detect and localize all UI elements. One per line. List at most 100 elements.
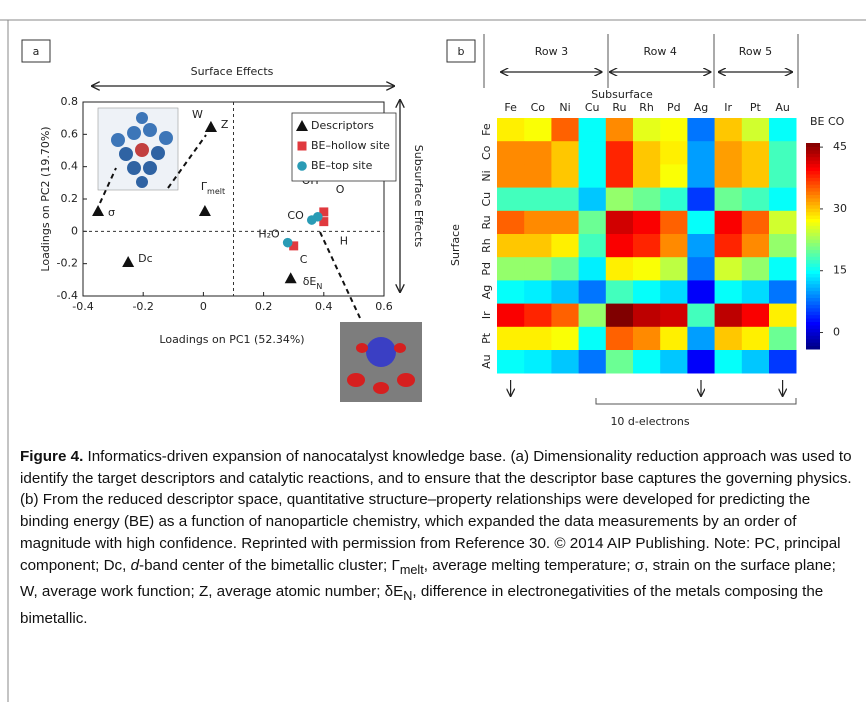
data-point — [205, 121, 217, 132]
heatmap-cell — [687, 280, 715, 304]
heatmap-cell — [551, 304, 579, 328]
colorbar-segment — [806, 225, 820, 229]
heatmap-cell — [742, 188, 770, 212]
heatmap-cell — [633, 211, 661, 235]
figure-page: aSurface EffectsSubsurface Effects-0.4-0… — [0, 0, 866, 702]
heatmap-cell — [497, 234, 525, 258]
column-label: Au — [775, 101, 790, 114]
group-label: Row 4 — [644, 45, 677, 58]
data-point — [92, 205, 104, 216]
heatmap-cell — [687, 234, 715, 258]
y-tick-label: 0.4 — [61, 160, 79, 173]
legend-marker — [298, 142, 307, 151]
heatmap-cell — [524, 304, 552, 328]
heatmap-cell — [579, 188, 607, 212]
colorbar-segment — [806, 246, 820, 250]
colorbar-segment — [806, 222, 820, 226]
data-point — [199, 205, 211, 216]
point-label-text: CO — [287, 209, 304, 222]
colorbar-segment — [806, 150, 820, 154]
heatmap-cell — [551, 141, 579, 165]
heatmap-cell — [687, 327, 715, 351]
heatmap-cell — [633, 327, 661, 351]
colorbar-tick-label: 0 — [833, 326, 840, 339]
row-label: Co — [480, 145, 493, 160]
y-tick-label: 0.6 — [61, 127, 79, 140]
heatmap-cell — [715, 141, 743, 165]
heatmap-cell — [606, 234, 634, 258]
point-label-text: H — [340, 235, 348, 248]
heatmap-cell — [606, 164, 634, 188]
point-label-text: δE — [303, 275, 317, 288]
heatmap-cell — [497, 211, 525, 235]
colorbar-segment — [806, 339, 820, 343]
column-label: Ag — [694, 101, 709, 114]
caption-text: Informatics-driven expansion of nanocata… — [20, 448, 852, 574]
colorbar-segment — [806, 277, 820, 281]
heatmap-cell — [769, 118, 797, 142]
heatmap-cell — [769, 257, 797, 281]
heatmap-cell — [769, 188, 797, 212]
colorbar-segment — [806, 236, 820, 240]
heatmap-cell — [660, 257, 688, 281]
colorbar-segment — [806, 311, 820, 315]
heatmap-cell — [633, 304, 661, 328]
heatmap-cell — [497, 327, 525, 351]
heatmap-cell — [742, 234, 770, 258]
heatmap-cell — [715, 304, 743, 328]
heatmap-cell — [715, 257, 743, 281]
heatmap-cell — [715, 327, 743, 351]
heatmap-cell — [633, 234, 661, 258]
heatmap-cell — [579, 257, 607, 281]
colorbar-segment — [806, 318, 820, 322]
heatmap-cell — [687, 188, 715, 212]
point-label: Z — [221, 118, 229, 131]
colorbar-segment — [806, 212, 820, 216]
legend-label: BE–top site — [311, 159, 373, 172]
colorbar-segment — [806, 143, 820, 147]
point-label: CO — [287, 209, 304, 222]
column-label: Pd — [667, 101, 681, 114]
caption-italic: d — [131, 557, 139, 574]
heatmap-cell — [524, 350, 552, 374]
heatmap-cell — [497, 141, 525, 165]
column-label: Cu — [585, 101, 600, 114]
heatmap-cell — [606, 280, 634, 304]
heatmap-cell — [633, 188, 661, 212]
y-tick-label: -0.2 — [57, 257, 78, 270]
heatmap-cell — [497, 164, 525, 188]
heatmap-cell — [769, 211, 797, 235]
heatmap-cell — [579, 304, 607, 328]
heatmap-cell — [579, 350, 607, 374]
colorbar-segment — [806, 253, 820, 257]
heatmap-cell — [524, 118, 552, 142]
colorbar-tick-label: 45 — [833, 140, 847, 153]
x-tick-label: 0 — [200, 300, 207, 313]
heatmap-cell — [742, 141, 770, 165]
colorbar-segment — [806, 208, 820, 212]
y-tick-label: 0.2 — [61, 192, 79, 205]
colorbar-segment — [806, 298, 820, 302]
colorbar-segment — [806, 195, 820, 199]
heatmap-cell — [687, 304, 715, 328]
colorbar-segment — [806, 201, 820, 205]
colorbar-segment — [806, 301, 820, 305]
heatmap-cell — [551, 118, 579, 142]
column-label: Fe — [504, 101, 517, 114]
point-label-text: H₂O — [258, 228, 280, 241]
row-label: Fe — [480, 123, 493, 136]
colorbar-tick-label: 30 — [833, 202, 847, 215]
point-label-text: W — [192, 108, 203, 121]
colorbar-segment — [806, 284, 820, 288]
caption-label: Figure 4. — [20, 448, 83, 465]
heatmap-cell — [687, 118, 715, 142]
footnote: 10 d-electrons — [610, 415, 689, 428]
row-label: Ni — [480, 170, 493, 181]
row-label: Au — [480, 354, 493, 369]
heatmap-cell — [660, 304, 688, 328]
x-tick-label: -0.2 — [132, 300, 153, 313]
heatmap-cell — [551, 188, 579, 212]
colorbar-segment — [806, 335, 820, 339]
y-axis-label: Surface — [449, 224, 462, 266]
heatmap-cell — [742, 304, 770, 328]
